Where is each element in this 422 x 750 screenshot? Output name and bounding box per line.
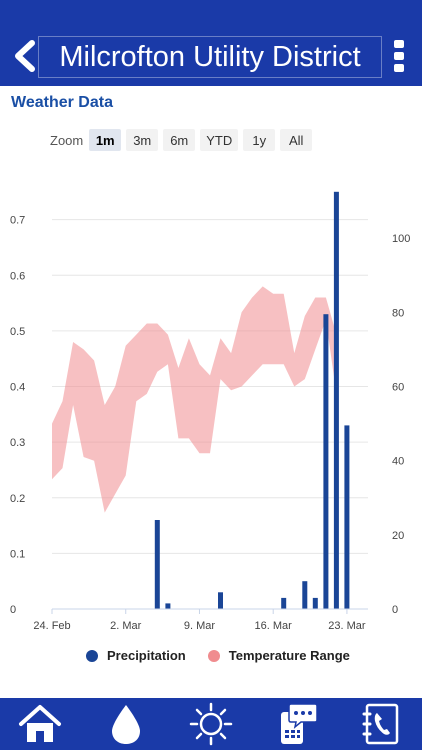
zoom-selector: Zoom 1m 3m 6m YTD 1y All: [50, 129, 317, 151]
kebab-menu-icon: [392, 40, 406, 72]
menu-button[interactable]: [392, 40, 406, 74]
tab-contact[interactable]: [359, 702, 403, 746]
precipitation-bar: [323, 314, 329, 609]
tab-home[interactable]: [18, 702, 62, 746]
house-icon: [19, 705, 61, 742]
temperature-swatch: [207, 649, 220, 662]
zoom-1m-button[interactable]: 1m: [89, 129, 122, 151]
back-button[interactable]: [10, 40, 40, 72]
zoom-label: Zoom: [50, 132, 84, 148]
zoom-1y-button[interactable]: 1y: [243, 129, 276, 151]
weather-chart: 0 0.1 0.2 0.3 0.4 0.5 0.6 0.7 0 20 40 60 80 100 24. Fe…: [10, 191, 410, 632]
x-tick-label: 16. Mar: [255, 620, 293, 632]
x-tick-label: 2. Mar: [110, 620, 142, 632]
x-tick-label: 24. Feb: [33, 620, 70, 632]
y-right-tick-label: 0: [392, 604, 398, 616]
zoom-ytd-button[interactable]: YTD: [200, 129, 239, 151]
y-left-tick-label: 0: [10, 604, 16, 616]
water-drop-icon: [112, 705, 140, 744]
tab-weather[interactable]: [189, 702, 233, 746]
y-left-tick-label: 0.4: [10, 382, 25, 394]
app-header: Milcrofton Utility District: [0, 0, 422, 86]
precipitation-bar: [154, 520, 160, 609]
y-left-tick-label: 0.7: [10, 215, 25, 227]
sun-icon: [189, 702, 233, 746]
zoom-6m-button[interactable]: 6m: [163, 129, 196, 151]
tab-water[interactable]: [104, 702, 148, 746]
x-tick-label: 9. Mar: [184, 620, 216, 632]
y-left-tick-label: 0.6: [10, 270, 25, 282]
x-tick-label: 23. Mar: [328, 620, 366, 632]
temperature-range-area: [52, 286, 337, 513]
legend-item-temperature[interactable]: Temperature Range: [207, 648, 350, 663]
y-left-tick-label: 0.5: [10, 326, 25, 338]
chart-legend: Precipitation Temperature Range: [86, 648, 372, 663]
y-right-tick-label: 80: [392, 307, 404, 319]
zoom-all-button[interactable]: All: [280, 129, 313, 151]
section-title: Weather Data: [11, 94, 113, 111]
y-right-tick-label: 100: [392, 233, 410, 245]
y-right-tick-label: 20: [392, 530, 404, 542]
y-left-tick-label: 0.2: [10, 493, 25, 505]
bottom-tab-bar: [0, 698, 422, 750]
chevron-left-icon: [15, 40, 35, 72]
y-right-tick-label: 40: [392, 456, 404, 468]
precipitation-bar: [302, 581, 308, 609]
zoom-3m-button[interactable]: 3m: [126, 129, 159, 151]
contact-book-icon: [362, 703, 399, 745]
precipitation-bar: [281, 597, 287, 609]
y-left-tick-label: 0.1: [10, 548, 25, 560]
precipitation-swatch: [86, 649, 98, 662]
precipitation-bar: [218, 592, 223, 609]
legend-label-temperature: Temperature Range: [228, 648, 350, 663]
legend-label-precipitation: Precipitation: [107, 648, 186, 663]
y-left-tick-label: 0.3: [10, 437, 25, 449]
precipitation-bar: [333, 191, 339, 610]
precipitation-bar: [165, 603, 171, 609]
precipitation-bar: [344, 425, 350, 609]
app-title: Milcrofton Utility District: [38, 36, 382, 78]
tab-messages[interactable]: [275, 702, 319, 746]
y-right-tick-label: 60: [392, 382, 404, 394]
legend-item-precipitation[interactable]: Precipitation: [86, 648, 186, 663]
chat-phone-icon: [281, 703, 318, 744]
precipitation-bar: [312, 597, 318, 609]
